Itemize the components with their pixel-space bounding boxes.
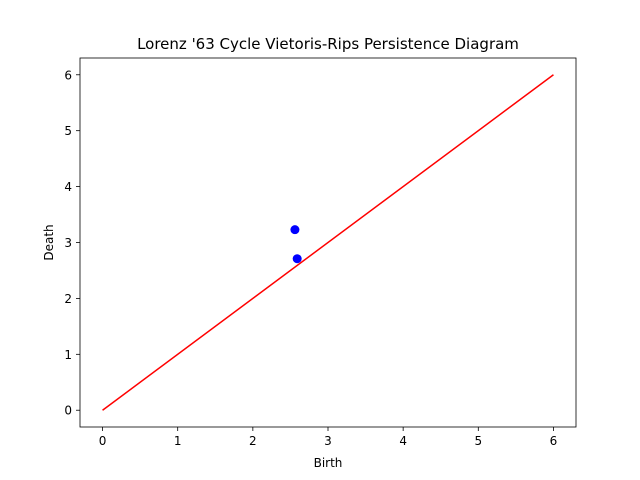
y-tick-label-5: 5 [64,124,72,138]
y-axis-label: Death [42,224,56,260]
scatter-point-1 [292,254,302,264]
y-tick-label-3: 3 [64,236,72,250]
x-tick-label-3: 3 [324,434,332,448]
x-tick-label-4: 4 [399,434,407,448]
x-tick-label-2: 2 [249,434,257,448]
x-tick-label-6: 6 [550,434,558,448]
y-tick-label-0: 0 [64,404,72,418]
x-tick-label-5: 5 [474,434,482,448]
y-tick-label-4: 4 [64,180,72,194]
x-axis-label: Birth [314,456,343,470]
x-tick-label-0: 0 [99,434,107,448]
y-tick-label-6: 6 [64,68,72,82]
diagonal-line-0 [102,74,554,411]
y-tick-label-1: 1 [64,348,72,362]
plot-area [102,74,554,411]
chart-title: Lorenz '63 Cycle Vietoris-Rips Persisten… [137,35,519,53]
scatter-point-0 [290,225,300,235]
y-tick-label-2: 2 [64,292,72,306]
axis-ticks: 0 1 2 3 4 5 6 0 1 2 3 4 5 6 [64,68,557,448]
x-tick-label-1: 1 [174,434,182,448]
